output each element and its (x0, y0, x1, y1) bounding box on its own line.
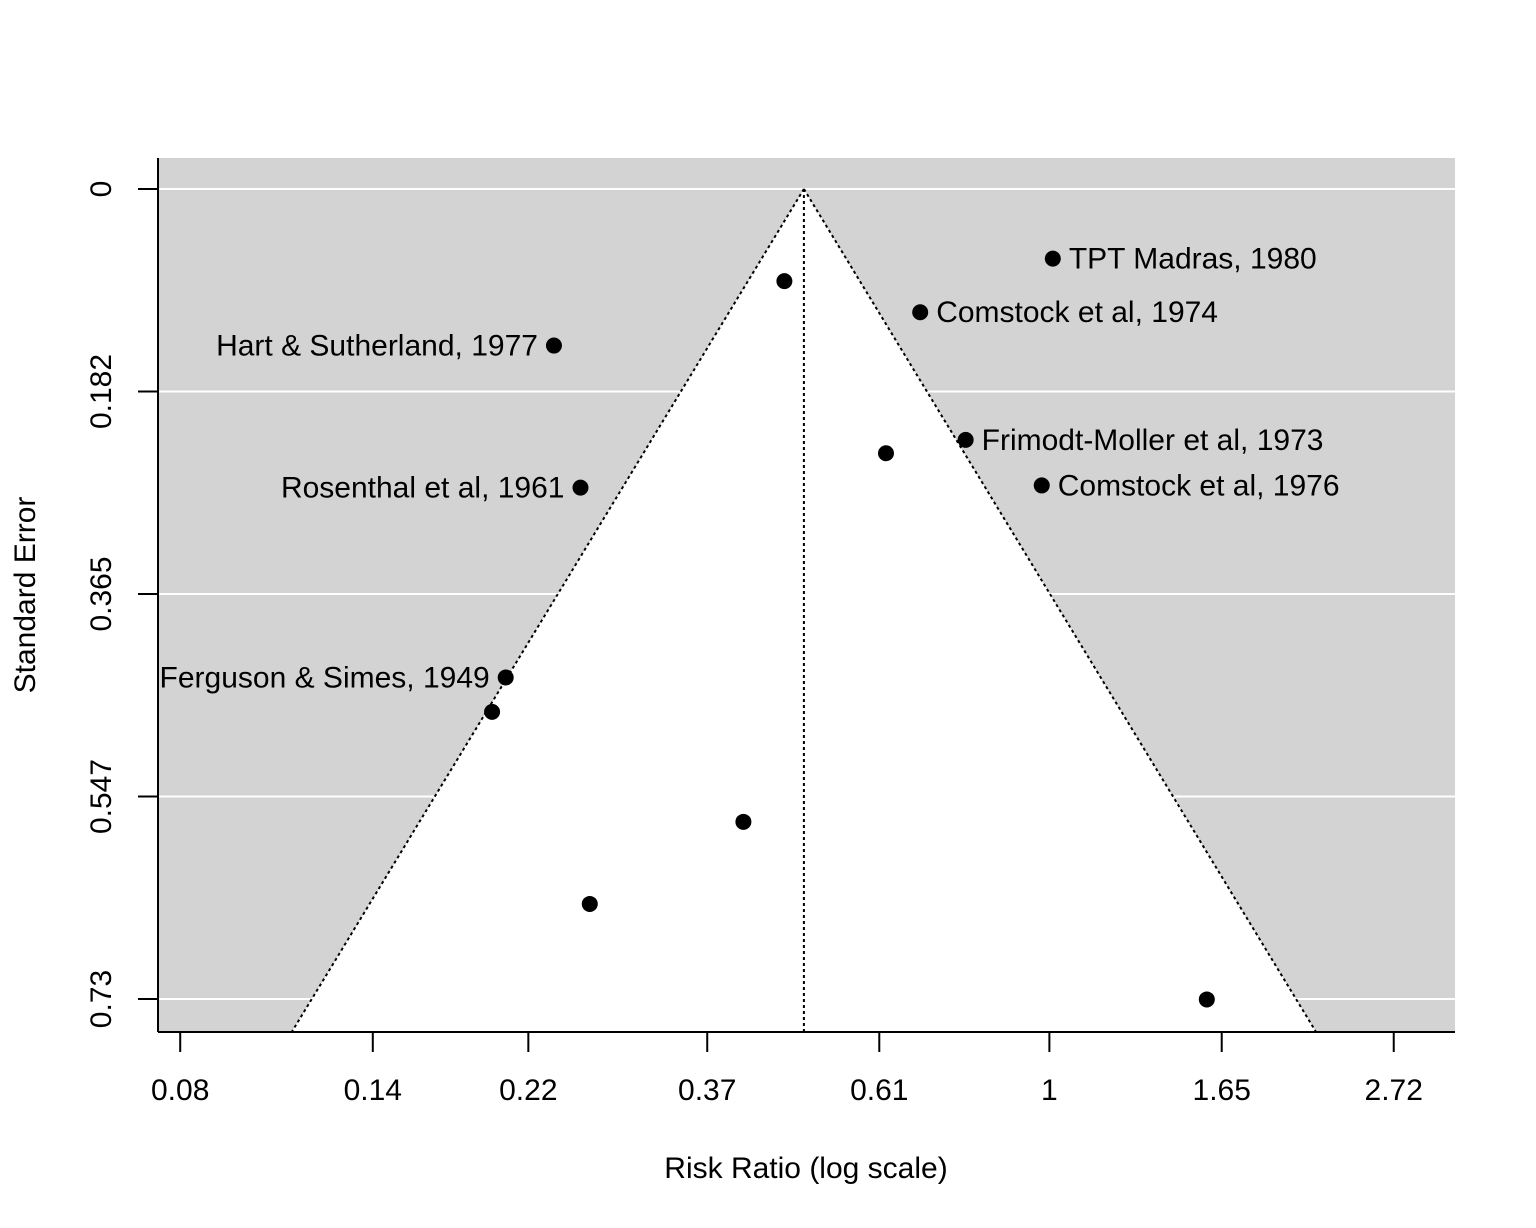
x-axis-title: Risk Ratio (log scale) (664, 1152, 947, 1185)
data-point-2 (912, 304, 929, 321)
study-label-1: TPT Madras, 1980 (1069, 243, 1317, 276)
study-labels: TPT Madras, 1980 Comstock et al, 1974 Hart… (160, 243, 1340, 695)
study-label-7: Rosenthal et al, 1961 (281, 472, 565, 505)
data-point-12 (1198, 991, 1215, 1008)
data-points (484, 250, 1215, 1008)
study-label-8: Ferguson & Simes, 1949 (160, 661, 490, 694)
study-label-5: Frimodt-Moller et al, 1973 (982, 424, 1324, 457)
funnel-region (290, 188, 1317, 1032)
y-tick-label-1: 0.182 (85, 354, 118, 429)
study-label-3: Hart & Sutherland, 1977 (216, 330, 538, 363)
data-point-8 (497, 669, 514, 686)
data-point-1 (1044, 250, 1061, 267)
data-point-7 (572, 479, 589, 496)
y-tick-label-0: 0 (85, 181, 118, 198)
study-label-2: Comstock et al, 1974 (936, 296, 1218, 329)
axes: 0.08 0.14 0.22 0.37 0.61 1 1.65 2.72 0 0.182 0.365… (85, 158, 1455, 1107)
x-tick-label-3: 0.37 (678, 1074, 736, 1107)
y-tick-label-2: 0.365 (85, 556, 118, 631)
x-tick-label-7: 2.72 (1365, 1074, 1423, 1107)
x-tick-label-5: 1 (1041, 1074, 1058, 1107)
x-tick-label-1: 0.14 (344, 1074, 402, 1107)
data-point-5 (957, 431, 974, 448)
y-axis-title: Standard Error (9, 497, 42, 694)
funnel-right-bound (803, 188, 1317, 1032)
funnel-left-bound (290, 188, 805, 1032)
study-label-6: Comstock et al, 1976 (1058, 469, 1340, 502)
y-tick-label-4: 0.73 (85, 970, 118, 1028)
data-point-6 (1033, 477, 1050, 494)
x-tick-label-6: 1.65 (1193, 1074, 1251, 1107)
data-point-11 (581, 895, 598, 912)
data-point-4 (877, 445, 894, 462)
x-tick-label-0: 0.08 (151, 1074, 209, 1107)
data-point-10 (735, 813, 752, 830)
data-point-3 (545, 337, 562, 354)
x-tick-label-4: 0.61 (850, 1074, 908, 1107)
data-point-9 (484, 703, 501, 720)
data-point-0 (776, 273, 793, 290)
y-tick-label-3: 0.547 (85, 759, 118, 834)
x-tick-label-2: 0.22 (499, 1074, 557, 1107)
